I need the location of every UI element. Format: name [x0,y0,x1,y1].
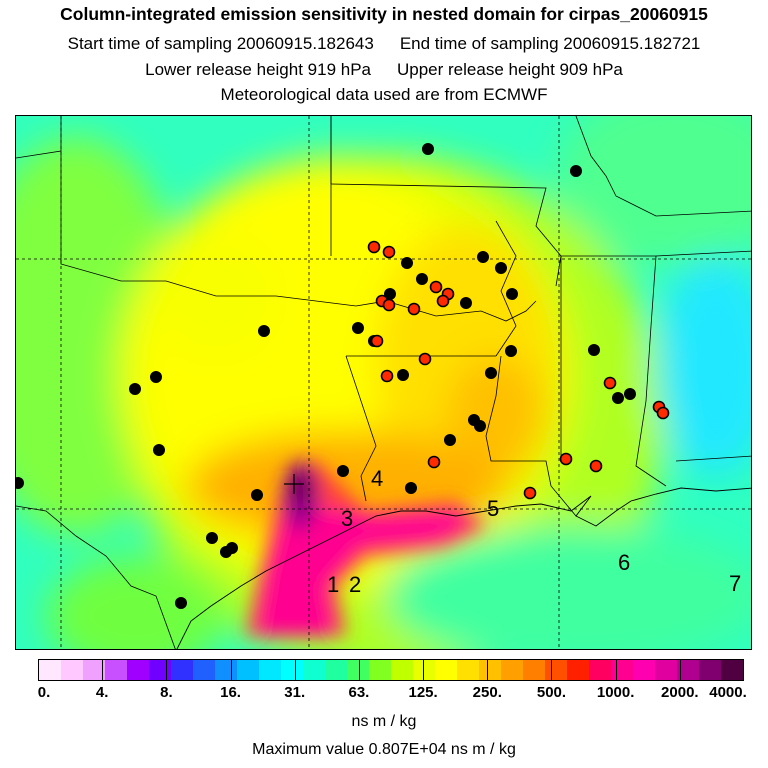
site-label-2: 2 [349,572,361,597]
colorbar-label: 16. [220,684,241,701]
black-station-dots [16,143,636,609]
colorbar-tick [487,660,489,680]
colorbar-swatch [501,660,523,680]
colorbar-swatch [457,660,479,680]
colorbar-swatch [655,660,677,680]
colorbar-swatch [303,660,325,680]
colorbar-swatch [523,660,545,680]
colorbar-tick [166,660,168,680]
colorbar-swatch [589,660,611,680]
colorbar-swatch [721,660,743,680]
colorbar-tick [358,660,360,680]
plot-title: Column-integrated emission sensitivity i… [60,4,708,24]
colorbar-label: 1000. [596,684,635,701]
colorbar-tick [615,660,617,680]
release-heights: Lower release height 919 hPa Upper releas… [0,60,768,80]
colorbar-swatch [237,660,259,680]
upper-release-height: Upper release height 909 hPa [397,60,623,79]
site-label-5: 5 [487,496,499,521]
map-canvas: 1 2 3 4 5 6 7 [16,116,751,649]
sensitivity-plume [246,461,486,636]
colorbar-swatch [171,660,193,680]
colorbar-swatch [677,660,699,680]
site-label-1: 1 [327,572,339,597]
colorbar-label: 0. [37,684,51,701]
sensitivity-map: 1 2 3 4 5 6 7 [15,115,752,650]
colorbar-swatch [435,660,457,680]
end-time: End time of sampling 20060915.182721 [399,34,701,53]
colorbar-swatch [105,660,127,680]
colorbar-tick [102,660,104,680]
site-label-4: 4 [371,466,383,491]
red-station-dots [367,240,670,500]
colorbar-swatch [39,660,61,680]
colorbar-label: 500. [536,684,567,701]
colorbar [38,659,744,681]
colorbar-label: 8. [160,684,173,701]
colorbar-swatch [215,660,237,680]
colorbar-swatch [699,660,721,680]
colorbar-swatch [259,660,281,680]
colorbar-swatch [347,660,369,680]
sensitivity-field [16,116,751,649]
colorbar-swatch [567,660,589,680]
site-label-7: 7 [729,571,741,596]
colorbar-tick [230,660,232,680]
colorbar-swatch [61,660,83,680]
colorbar-swatch [369,660,391,680]
colorbar-label: 250. [472,684,502,701]
colorbar-swatch [611,660,633,680]
colorbar-units: ns m / kg [351,713,417,730]
state-boundaries [16,116,751,649]
met-data-source: Meteorological data used are from ECMWF [220,85,548,104]
colorbar-label: 2000. [661,684,699,701]
lower-release-height: Lower release height 919 hPa [145,60,371,79]
cross-icon [284,474,304,494]
colorbar-swatch [193,660,215,680]
colorbar-label: 125. [408,684,438,701]
colorbar-tick [423,660,425,680]
colorbar-label: 4000. [709,684,747,701]
start-time: Start time of sampling 20060915.182643 [67,34,374,53]
colorbar-label: 63. [348,684,370,701]
maximum-value: Maximum value 0.807E+04 ns m / kg [252,741,516,758]
colorbar-label: 4. [95,684,109,701]
colorbar-swatch [149,660,171,680]
colorbar-swatch [633,660,655,680]
site-label-6: 6 [618,550,630,575]
colorbar-swatch [127,660,149,680]
grid-lines [16,116,751,649]
colorbar-tick [551,660,553,680]
sampling-times: Start time of sampling 20060915.182643 En… [0,34,768,54]
colorbar-label: 31. [284,684,306,701]
site-label-3: 3 [341,506,353,531]
colorbar-swatch [83,660,105,680]
colorbar-swatch [545,660,567,680]
colorbar-swatch [325,660,347,680]
colorbar-tick [679,660,681,680]
colorbar-tick [294,660,296,680]
colorbar-swatch [391,660,413,680]
colorbar-swatch [479,660,501,680]
colorbar-swatch [281,660,303,680]
coastline [176,487,751,649]
